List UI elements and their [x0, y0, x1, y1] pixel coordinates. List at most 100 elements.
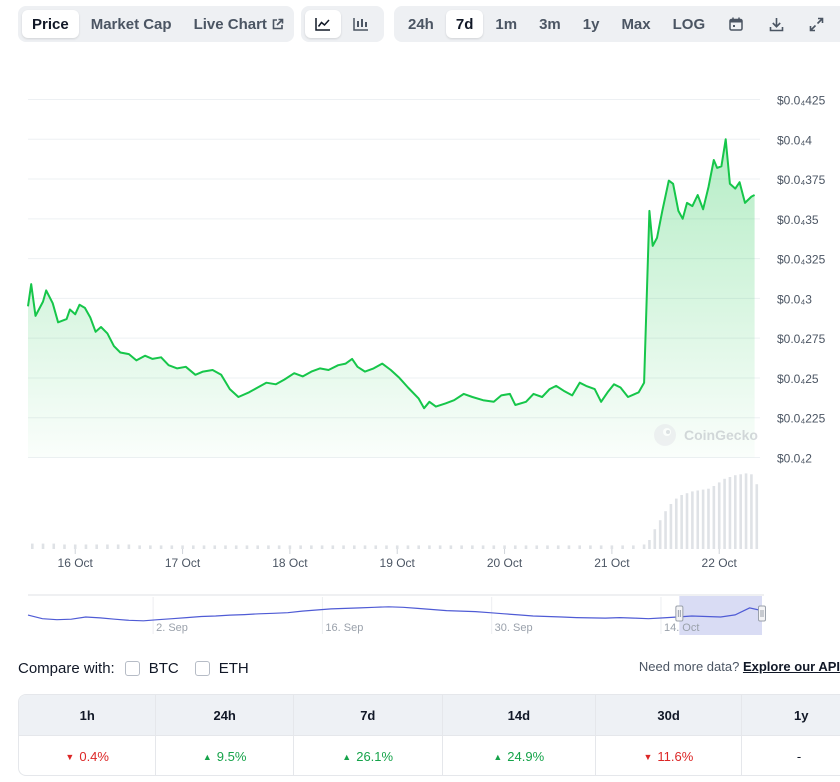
x-axis-label: 18 Oct [272, 556, 308, 570]
volume-bar [610, 545, 614, 549]
header-1y: 1y [794, 707, 809, 723]
range-max-button[interactable]: Max [621, 15, 651, 33]
volume-bar [352, 545, 356, 549]
volume-bar [653, 529, 657, 549]
tab-live-chart[interactable]: Live Chart [184, 10, 294, 38]
calendar-button[interactable] [717, 10, 755, 38]
navigator-line [27, 606, 765, 622]
price-chart[interactable]: $0.0₄425 $0.0₄4 $0.0₄375 $0.0₄35 $0.0₄325 $0.… [0, 0, 840, 645]
volume-bar [170, 545, 174, 549]
candlestick-button[interactable] [343, 10, 379, 38]
change-1y-value: - [796, 749, 802, 764]
volume-bar [449, 545, 453, 549]
range-3m-button[interactable]: 3m [539, 15, 561, 33]
volume-bar [546, 545, 549, 549]
explore-api-link[interactable]: Explore our API [742, 659, 840, 674]
volume-bar [256, 545, 259, 549]
volume-bar [30, 543, 34, 549]
range-7d-button[interactable]: 7d [445, 10, 484, 38]
btc-checkbox-box[interactable] [124, 660, 140, 676]
header-1h: 1h [19, 695, 157, 735]
up-arrow-icon: ▲ [342, 751, 352, 762]
y-axis-labels: $0.0₄425 $0.0₄4 $0.0₄375 $0.0₄35 $0.0₄325 $0.… [777, 94, 826, 466]
volume-bar [428, 545, 431, 549]
up-arrow-icon: ▲ [493, 751, 503, 762]
volume-bar [712, 486, 716, 549]
range-1y-button[interactable]: 1y [582, 15, 600, 33]
down-arrow-icon: ▼ [65, 751, 75, 762]
compare-eth-checkbox[interactable]: ETH [194, 660, 249, 677]
tab-price[interactable]: Price [22, 10, 79, 38]
fullscreen-button[interactable] [797, 10, 835, 38]
chart-type-group [301, 6, 384, 42]
volume-bar [224, 545, 227, 549]
volume-bar [331, 545, 335, 549]
volume-bar [41, 543, 45, 549]
volume-bar [299, 545, 302, 549]
candlestick-icon [353, 17, 369, 31]
volume-bar [95, 544, 98, 549]
range-24h-button[interactable]: 24h [408, 15, 434, 33]
download-icon [769, 17, 784, 32]
change-7d-value: 26.1% [356, 749, 394, 764]
change-14d-value: 24.9% [507, 749, 545, 764]
navigator-right-handle[interactable] [758, 605, 766, 622]
price-change-table: 1h 24h 7d 14d 30d 1y ▼ 0.4% ▲ 9.5% ▲ 26.1% … [18, 694, 840, 776]
tab-market-cap[interactable]: Market Cap [90, 15, 172, 33]
header-7d: 7d [294, 695, 443, 735]
y-axis-label: $0.0₄375 [777, 173, 826, 187]
chart-toolbar: Price Market Cap Live Chart 24h 7d 1m 3m… [18, 6, 840, 42]
price-change-header-row: 1h 24h 7d 14d 30d 1y [19, 695, 840, 736]
x-axis-label: 16 Oct [58, 556, 94, 570]
navigator-handles[interactable] [675, 605, 766, 622]
compare-btc-checkbox[interactable]: BTC [124, 660, 179, 677]
volume-bar [503, 545, 506, 549]
volume-bar [406, 545, 410, 549]
line-chart-button[interactable] [305, 10, 341, 38]
volume-bar [589, 545, 592, 549]
volume-bar [734, 475, 737, 549]
volume-bar [245, 545, 249, 549]
volume-bar [267, 545, 270, 549]
y-axis-label: $0.0₄35 [777, 213, 819, 227]
navigator-grid [152, 597, 662, 634]
volume-bar [181, 545, 184, 549]
volume-bar [385, 545, 388, 549]
log-scale-button[interactable]: LOG [672, 15, 706, 33]
range-1m-button[interactable]: 1m [495, 15, 518, 33]
header-14d: 14d [443, 695, 597, 735]
watermark-text: CoinGecko [684, 427, 758, 443]
download-button[interactable] [757, 10, 795, 38]
volume-bar [750, 474, 753, 549]
volume-bar [567, 545, 571, 549]
compare-bar: Compare with: BTC ETH Need more data? Ex… [18, 656, 840, 680]
volume-bar [739, 474, 742, 549]
volume-bar [723, 478, 726, 549]
tab-live-chart-label: Live Chart [193, 15, 267, 33]
x-axis-label: 22 Oct [702, 556, 738, 570]
expand-icon [809, 17, 824, 32]
volume-bar [717, 482, 721, 549]
volume-bar [213, 545, 217, 549]
volume-bar [460, 545, 463, 549]
volume-bar [277, 545, 281, 549]
x-axis-label: 17 Oct [165, 556, 201, 570]
navigator[interactable]: 2. Sep 16. Sep 30. Sep 14. Oct [27, 594, 766, 635]
x-axis-label: 21 Oct [594, 556, 630, 570]
eth-checkbox-box[interactable] [194, 660, 210, 676]
y-axis-label: $0.0₄25 [777, 372, 819, 386]
volume-bar [578, 545, 581, 549]
y-axis-label: $0.0₄225 [777, 412, 826, 426]
navigator-left-handle[interactable] [675, 605, 684, 622]
volume-bar [471, 545, 474, 549]
navigator-label: 14. Oct [664, 622, 699, 634]
volume-bar [438, 545, 442, 549]
change-24h: ▲ 9.5% [156, 736, 294, 775]
x-axis-labels: 16 Oct 17 Oct 18 Oct 19 Oct 20 Oct 21 Oct 22 O… [58, 549, 738, 570]
volume-bar [744, 473, 748, 549]
y-axis-label: $0.0₄425 [777, 94, 826, 108]
header-30d: 30d [596, 695, 743, 735]
change-24h-value: 9.5% [216, 749, 247, 764]
volume-bar [417, 545, 420, 549]
volume-bar [310, 545, 313, 549]
